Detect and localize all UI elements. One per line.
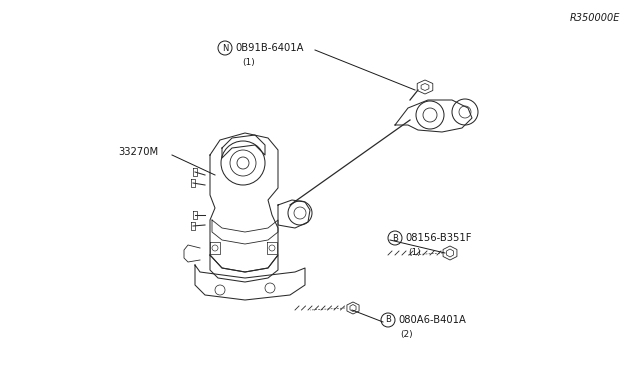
Text: 08156-B351F: 08156-B351F (405, 233, 472, 243)
Text: R350000E: R350000E (570, 13, 620, 23)
Text: 0B91B-6401A: 0B91B-6401A (235, 43, 303, 53)
Text: 33270M: 33270M (118, 147, 158, 157)
Text: (1): (1) (408, 247, 420, 257)
Text: (2): (2) (400, 330, 413, 339)
Text: (1): (1) (242, 58, 255, 67)
Text: 080A6-B401A: 080A6-B401A (398, 315, 466, 325)
Text: N: N (222, 44, 228, 52)
Text: B: B (385, 315, 391, 324)
Text: B: B (392, 234, 398, 243)
